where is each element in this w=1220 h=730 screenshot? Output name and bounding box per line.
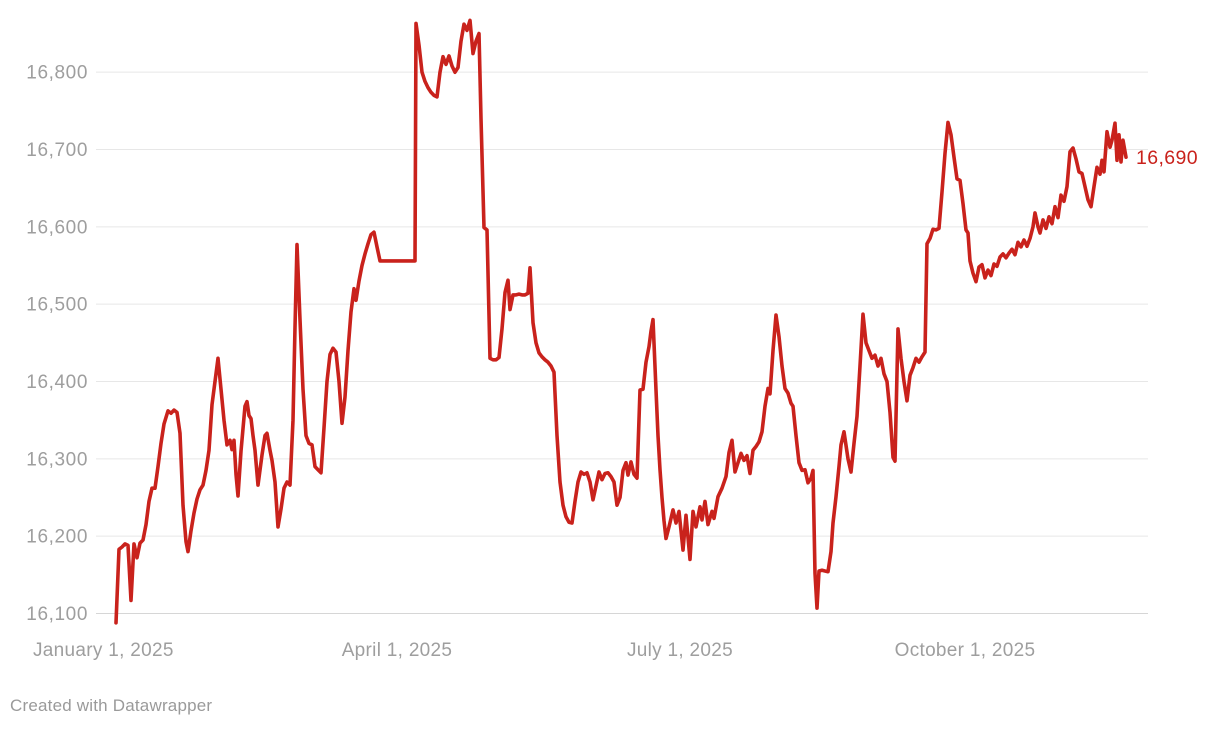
end-value-label: 16,690 <box>1136 147 1198 169</box>
y-tick-label: 16,100 <box>26 604 88 625</box>
datawrapper-attribution-link[interactable]: Created with Datawrapper <box>10 696 213 715</box>
line-chart: 16,100 16,200 16,300 16,400 16,500 16,600 16,7… <box>26 18 1198 661</box>
data-series-line <box>114 18 1128 625</box>
x-tick-label: April 1, 2025 <box>342 640 453 661</box>
y-tick-label: 16,500 <box>26 295 88 316</box>
y-tick-label: 16,300 <box>26 449 88 470</box>
y-tick-label: 16,400 <box>26 372 88 393</box>
y-tick-label: 16,700 <box>26 140 88 161</box>
x-tick-label: July 1, 2025 <box>627 640 733 661</box>
x-tick-label: October 1, 2025 <box>895 640 1036 661</box>
x-tick-label: January 1, 2025 <box>33 640 174 661</box>
y-tick-label: 16,800 <box>26 63 88 84</box>
y-tick-label: 16,200 <box>26 527 88 548</box>
y-tick-label: 16,600 <box>26 217 88 238</box>
